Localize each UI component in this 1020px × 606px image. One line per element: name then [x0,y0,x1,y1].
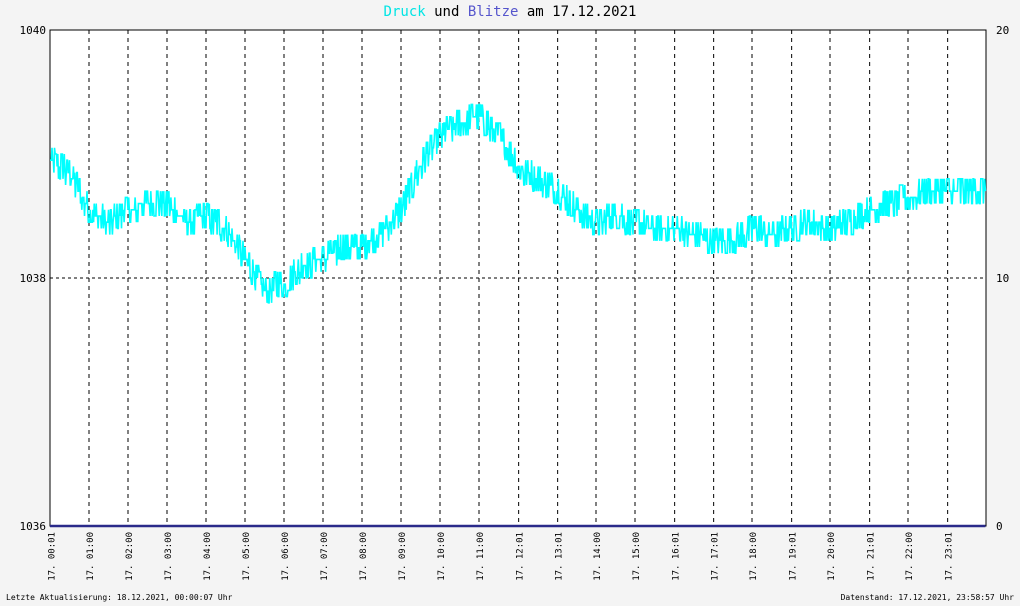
x-tick-label: 17. 07:00 [320,532,330,581]
title-prefix: am [526,4,544,20]
x-tick-label: 17. 18:00 [749,532,759,581]
x-tick-label: 17. 22:00 [905,532,915,581]
x-tick-label: 17. 16:01 [672,532,682,581]
x-tick-label: 17. 08:00 [359,532,369,581]
y-left-tick-label: 1036 [20,520,47,533]
series-druck-line [50,103,987,304]
grid-layer [50,29,986,526]
y-left-tick-label: 1040 [20,24,47,37]
x-tick-label: 17. 09:00 [398,532,408,581]
x-tick-label: 17. 19:01 [789,532,799,581]
y-right-tick-label: 10 [996,272,1009,285]
title-series2: Blitze [467,4,519,20]
x-tick-label: 17. 15:00 [632,532,642,581]
chart-title: Druck und Blitze am 17.12.2021 [0,4,1020,20]
x-tick-label: 17. 01:00 [86,532,96,581]
x-tick-label: 17. 12:01 [516,532,526,581]
title-joiner: und [434,4,460,20]
x-tick-label: 17. 06:00 [281,532,291,581]
title-date: 17.12.2021 [552,4,637,20]
y-left-tick-label: 1038 [20,272,47,285]
x-tick-label: 17. 02:00 [125,532,135,581]
footer-data-status: Datenstand: 17.12.2021, 23:58:57 Uhr [840,593,1014,602]
x-tick-label: 17. 10:00 [437,532,447,581]
x-tick-label: 17. 20:00 [827,532,837,581]
x-tick-label: 17. 03:00 [164,532,174,581]
axis-layer: 1036 1038 1040 0 10 20 17. 00:01 17. 01:00 17. 0… [20,24,1010,581]
footer-last-update: Letzte Aktualisierung: 18.12.2021, 00:00… [6,593,233,602]
x-tick-label: 17. 00:01 [48,532,58,581]
x-tick-label: 17. 11:00 [476,532,486,581]
y-right-tick-label: 20 [996,24,1009,37]
title-series1: Druck [383,4,426,20]
y-right-tick-label: 0 [996,520,1003,533]
x-tick-label: 17. 23:01 [945,532,955,581]
x-tick-label: 17. 21:01 [867,532,877,581]
x-tick-label: 17. 17:01 [711,532,721,581]
series-layer [50,103,987,528]
x-tick-label: 17. 05:00 [242,532,252,581]
x-tick-label: 17. 04:00 [203,532,213,581]
x-tick-label: 17. 14:00 [593,532,603,581]
x-tick-label: 17. 13:01 [555,532,565,581]
